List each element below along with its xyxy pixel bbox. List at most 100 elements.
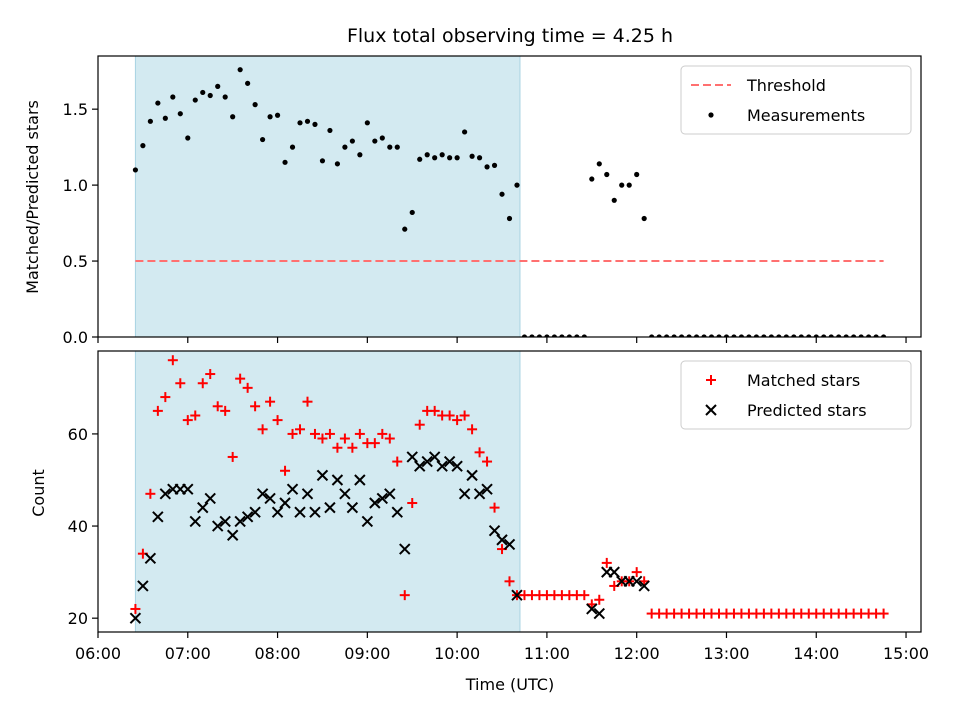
- data-point: [544, 334, 550, 337]
- data-point: [279, 497, 291, 509]
- data-point: [192, 97, 198, 103]
- data-point: [409, 209, 415, 216]
- data-point: [462, 129, 468, 135]
- data-point: [316, 469, 329, 482]
- y-tick-label: 60: [68, 425, 88, 444]
- data-point: [235, 373, 246, 384]
- x-tick-label: 07:00: [165, 644, 211, 663]
- data-point: [304, 118, 311, 124]
- legend-label: Measurements: [747, 106, 865, 125]
- shaded-interval: [134, 350, 521, 633]
- data-point: [458, 488, 471, 500]
- data-point: [160, 392, 171, 403]
- data-point: [656, 334, 662, 337]
- data-point: [851, 334, 857, 337]
- data-point: [491, 162, 498, 168]
- data-point: [260, 136, 266, 143]
- data-point: [574, 334, 580, 337]
- series-matched-stars: [130, 355, 889, 619]
- data-point: [144, 552, 157, 565]
- data-point: [693, 334, 700, 337]
- data-point: [177, 111, 183, 117]
- data-point: [230, 114, 236, 120]
- data-point: [443, 455, 456, 468]
- data-point: [631, 567, 642, 578]
- data-point: [189, 515, 201, 528]
- data-point: [414, 460, 426, 472]
- data-point: [287, 428, 298, 439]
- data-point: [204, 492, 216, 505]
- data-point: [282, 159, 288, 165]
- data-point: [459, 410, 470, 421]
- data-point: [791, 334, 797, 337]
- data-point: [349, 138, 355, 144]
- series-predicted-stars: [129, 451, 650, 624]
- shaded-interval: [134, 55, 521, 338]
- data-point: [436, 460, 448, 472]
- data-point: [130, 603, 141, 614]
- data-point: [402, 226, 408, 232]
- plot-frame: [97, 350, 922, 633]
- data-point: [399, 590, 410, 601]
- data-point: [256, 488, 269, 500]
- data-point: [768, 334, 774, 337]
- data-point: [190, 410, 201, 421]
- data-point: [499, 191, 505, 197]
- data-point: [392, 456, 403, 467]
- data-point: [481, 483, 493, 495]
- data-point: [866, 334, 872, 337]
- data-point: [776, 334, 782, 337]
- data-point: [346, 501, 359, 514]
- data-point: [589, 176, 595, 182]
- data-point: [664, 334, 670, 337]
- data-point: [347, 442, 358, 453]
- data-point: [384, 488, 396, 500]
- data-point: [342, 144, 348, 150]
- data-point: [327, 127, 333, 134]
- data-point: [286, 483, 299, 495]
- data-point: [376, 492, 389, 505]
- y-tick-label: 40: [68, 517, 88, 536]
- data-point: [207, 92, 213, 99]
- data-point: [312, 121, 318, 127]
- x-axis-label: Time (UTC): [465, 675, 554, 694]
- data-point: [152, 511, 164, 523]
- data-point: [280, 465, 291, 476]
- legend-label: Matched stars: [747, 371, 860, 390]
- data-point: [197, 501, 209, 514]
- data-point: [317, 433, 328, 444]
- data-point: [521, 334, 528, 337]
- data-point: [428, 451, 441, 463]
- data-point: [302, 396, 313, 407]
- data-point: [701, 334, 707, 337]
- legend: Threshold Measurements: [680, 65, 912, 135]
- data-point: [880, 334, 887, 337]
- data-point: [858, 334, 864, 337]
- legend-swatch: [705, 404, 717, 416]
- data-point: [821, 334, 827, 337]
- bottom-y-axis-label: Count: [29, 469, 48, 517]
- x-tick-label: 08:00: [255, 644, 301, 663]
- y-tick-label: 0.0: [63, 328, 88, 347]
- data-point: [219, 515, 231, 528]
- data-point: [324, 501, 336, 514]
- data-point: [608, 566, 620, 578]
- data-point: [272, 415, 283, 426]
- data-point: [723, 334, 730, 337]
- x-tick-label: 11:00: [524, 644, 570, 663]
- data-point: [447, 155, 453, 161]
- bottom-panel: 20 40 60 06:00 07:00 08:00 09:00 10:00 11:00 12:0…: [68, 350, 929, 663]
- data-point: [474, 447, 485, 458]
- data-point: [878, 608, 889, 619]
- data-point: [746, 334, 752, 337]
- data-point: [265, 396, 276, 407]
- data-point: [579, 590, 590, 601]
- legend-label: Threshold: [746, 76, 826, 95]
- data-point: [250, 401, 261, 412]
- data-point: [506, 215, 513, 222]
- data-point: [439, 152, 445, 158]
- data-point: [227, 451, 238, 462]
- data-point: [649, 334, 655, 337]
- data-point: [274, 112, 281, 118]
- data-point: [222, 94, 228, 100]
